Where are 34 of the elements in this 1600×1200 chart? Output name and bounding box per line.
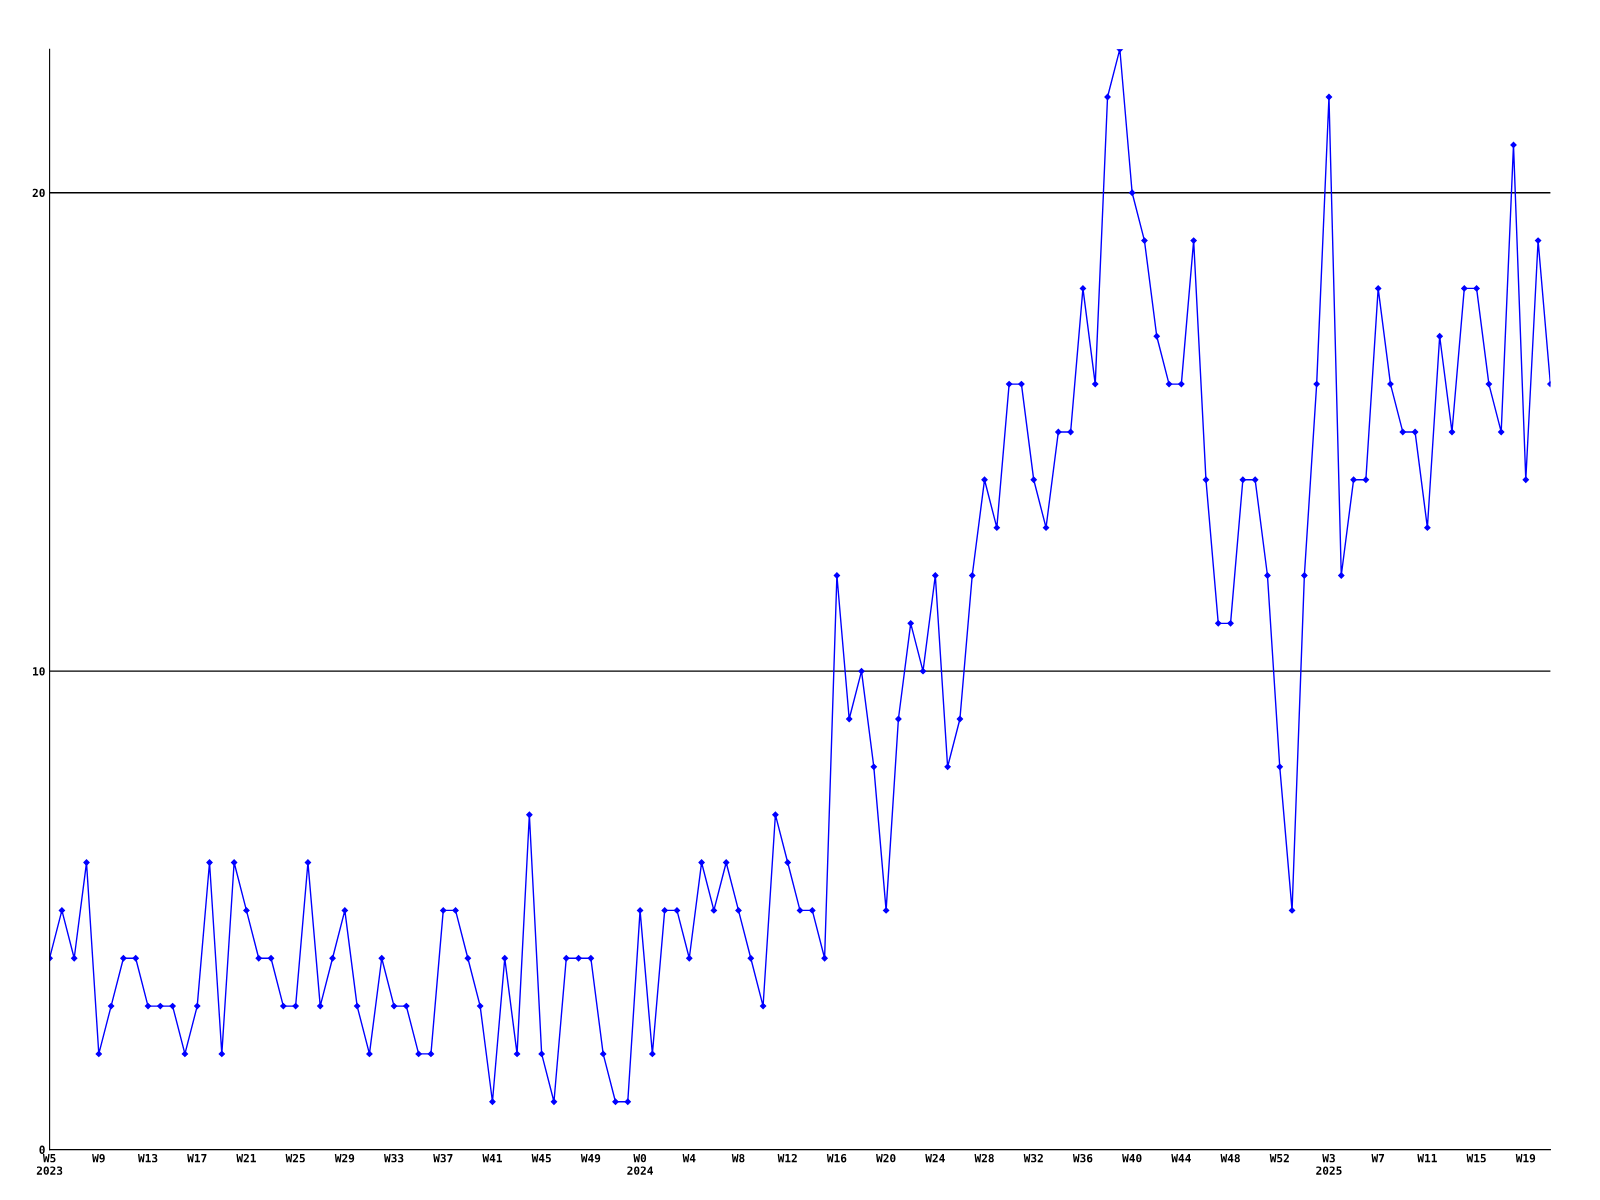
x-tick-label: W3 2025 xyxy=(1316,1153,1342,1175)
x-tick-label: W33 xyxy=(384,1153,404,1163)
x-tick-label: W44 xyxy=(1171,1154,1191,1163)
x-tick-label: W29 xyxy=(334,1153,355,1163)
x-tick-label: W20 xyxy=(876,1153,896,1163)
x-tick-label: W32 xyxy=(1023,1153,1043,1163)
y-tick-label: 0 xyxy=(39,1145,45,1154)
x-tick-label: W17 xyxy=(187,1154,207,1163)
x-tick-label: W24 xyxy=(925,1153,945,1163)
x-tick-label: W12 xyxy=(777,1153,797,1163)
x-tick-label: W11 xyxy=(1417,1154,1437,1163)
y-tick-label: 10 xyxy=(33,667,45,676)
x-tick-label: W15 xyxy=(1466,1154,1486,1163)
x-tick-label: W4 xyxy=(682,1154,696,1163)
x-tick-label: W25 xyxy=(285,1153,305,1163)
x-tick-label: W19 xyxy=(1515,1154,1536,1163)
x-tick-label: W5 2023 xyxy=(36,1154,63,1175)
x-tick-label: W13 xyxy=(137,1153,158,1163)
x-tick-label: W48 xyxy=(1220,1153,1240,1163)
x-tick-label: W9 xyxy=(92,1154,105,1163)
x-tick-label: W49 xyxy=(580,1154,601,1163)
x-tick-label: W45 xyxy=(531,1154,551,1163)
x-tick-label: W37 xyxy=(433,1153,453,1163)
y-tick-label: 20 xyxy=(32,188,45,198)
x-tick-label: W21 xyxy=(236,1153,256,1163)
x-tick-label: W28 xyxy=(974,1153,994,1163)
x-tick-label: W36 xyxy=(1072,1153,1093,1163)
x-tick-label: W40 xyxy=(1122,1153,1142,1163)
x-tick-label: W52 xyxy=(1269,1153,1289,1163)
x-tick-label: W8 xyxy=(731,1153,745,1163)
x-tick-label: W41 xyxy=(482,1154,502,1163)
x-tick-label: W7 xyxy=(1371,1154,1385,1163)
x-tick-label: W16 xyxy=(826,1153,847,1163)
x-tick-label: W0 2024 xyxy=(627,1153,653,1175)
